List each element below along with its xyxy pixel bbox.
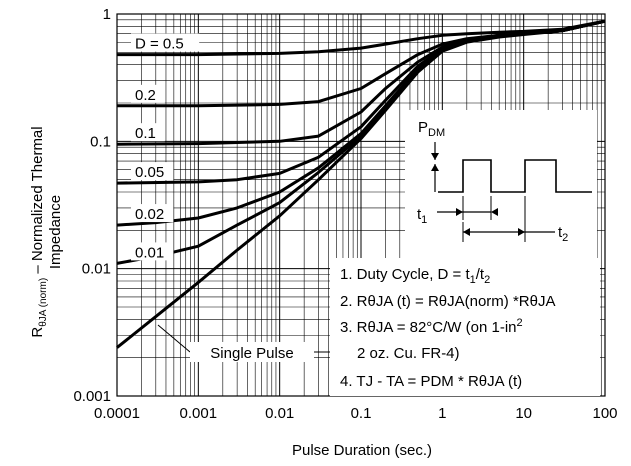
- single-pulse-callout: Single Pulse: [157, 324, 330, 362]
- svg-text:RθJA (norm) – Normalized Therm: RθJA (norm) – Normalized Thermal: [29, 126, 49, 337]
- series-label-bg: [131, 204, 174, 223]
- t2-label: t2: [558, 224, 568, 244]
- series-label-bg: [131, 162, 174, 181]
- x-tick-label: 1: [438, 405, 446, 422]
- series-label-bg: [131, 84, 165, 103]
- x-axis-label: Pulse Duration (sec.): [292, 442, 432, 459]
- y-tick-label: 0.001: [73, 388, 111, 405]
- y-tick-label: 0.01: [82, 261, 111, 278]
- t2-arrowhead-left: [463, 228, 470, 236]
- single-pulse-label: Single Pulse: [210, 345, 293, 362]
- y-axis-label: RθJA (norm) – Normalized Thermal Impedan…: [29, 126, 64, 337]
- y-tick-label: 1: [103, 6, 111, 23]
- y-axis-label-line1: Normalized Thermal: [29, 126, 46, 261]
- series-label: 0.02: [135, 206, 164, 223]
- series-line: [116, 19, 606, 349]
- x-tick-label: 10: [515, 405, 532, 422]
- series-label: 0.1: [135, 125, 156, 142]
- series-line: [117, 19, 606, 57]
- x-tick-label: 0.0001: [94, 405, 140, 422]
- x-tick-labels: 0.0001 0.001 0.01 0.1 1 10 100: [94, 405, 617, 422]
- pulse-inset: PDM t1 t2: [405, 110, 597, 260]
- note-4: 4. TJ - TA = PDM * RθJA (t): [340, 373, 522, 390]
- pdm-label: PDM: [418, 119, 445, 139]
- y-tick-labels: 1 0.1 0.01 0.001: [73, 6, 111, 405]
- note-2: 2. RθJA (t) = RθJA(norm) *RθJA: [340, 293, 555, 310]
- x-tick-label: 0.1: [351, 405, 372, 422]
- pdm-arrowhead-down: [431, 153, 439, 160]
- x-tick-label: 100: [592, 405, 617, 422]
- t1-arrowhead-right: [456, 208, 463, 216]
- x-tick-label: 0.001: [180, 405, 218, 422]
- series-label-bg: [131, 33, 200, 52]
- t1-label: t1: [417, 206, 427, 226]
- series-label: 0.01: [135, 244, 164, 261]
- data-curves: [116, 19, 606, 349]
- y-axis-label-line2: Impedance: [47, 195, 64, 269]
- series-label: 0.2: [135, 87, 156, 104]
- series-label: D = 0.5: [135, 36, 184, 53]
- note-1: 1. Duty Cycle, D = t1/t2: [340, 266, 490, 286]
- note-3: 3. RθJA = 82°C/W (on 1-in2: [340, 317, 523, 336]
- series-label-bg: [131, 242, 174, 261]
- t1-arrowhead-left: [491, 208, 498, 216]
- single-pulse-leader: [157, 324, 191, 353]
- series-labels: D = 0.5 0.2 0.1 0.05 0.02 0.01: [131, 33, 200, 261]
- pulse-waveform: [438, 159, 592, 193]
- series-label-bg: [131, 123, 165, 142]
- t2-arrowhead-mid: [518, 228, 525, 236]
- x-tick-label: 0.01: [265, 405, 294, 422]
- notes-box: 1. Duty Cycle, D = t1/t2 2. RθJA (t) = R…: [330, 258, 600, 396]
- series-label: 0.05: [135, 164, 164, 181]
- pdm-arrowhead-up: [431, 164, 439, 171]
- note-3-cont: 2 oz. Cu. FR-4): [357, 345, 460, 362]
- y-tick-label: 0.1: [90, 133, 111, 150]
